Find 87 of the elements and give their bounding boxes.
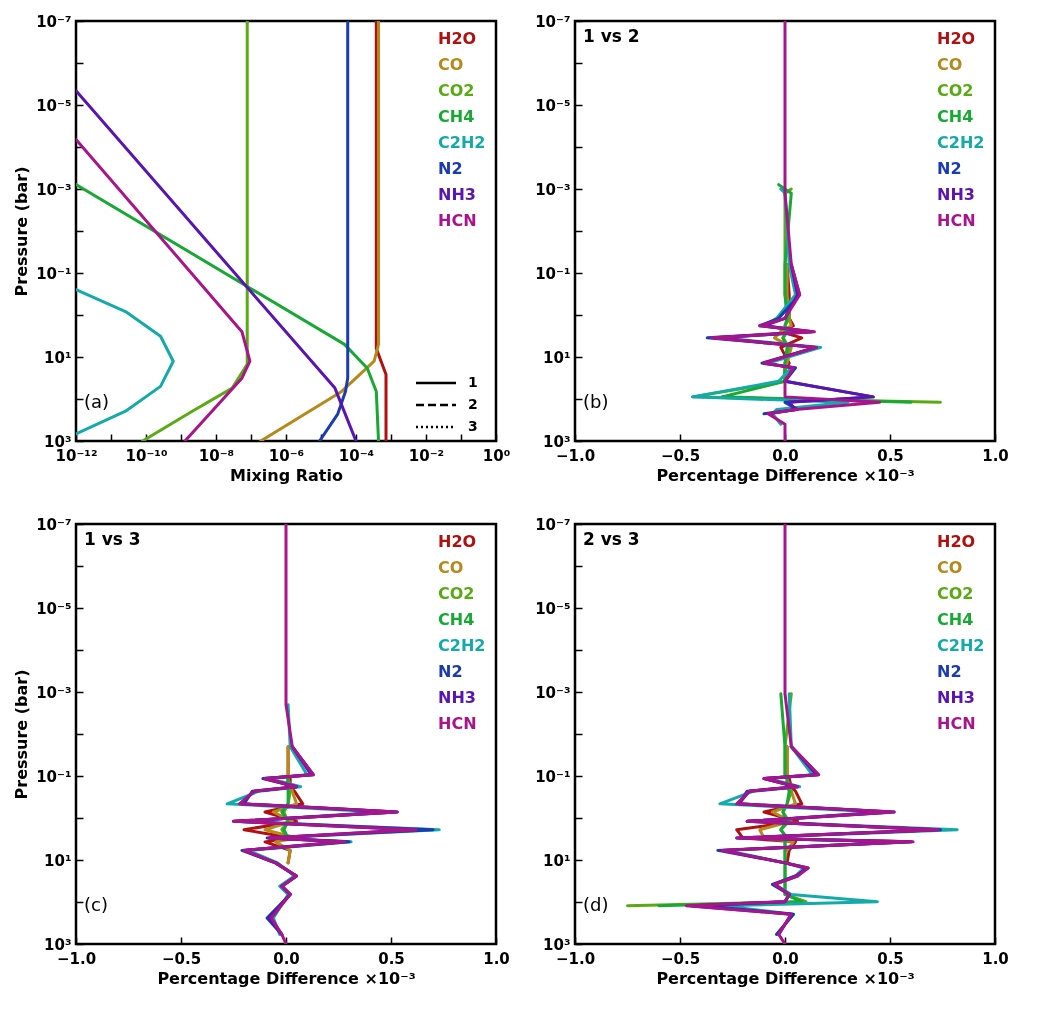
y-tick-label: 10⁻⁵ — [535, 599, 571, 618]
y-axis-title: Pressure (bar) — [12, 166, 32, 297]
text: NH3 — [937, 185, 975, 204]
text: C2H2 — [937, 133, 985, 152]
x-tick-label: 1.0 — [982, 949, 1009, 968]
x-axis-title: Mixing Ratio — [230, 465, 343, 485]
text: CH4 — [438, 610, 475, 629]
annotation: 1 vs 2 — [583, 26, 640, 46]
legend-label: 2 — [468, 396, 478, 412]
y-tick-label: 10⁻³ — [535, 180, 571, 199]
y-tick-label: 10⁻⁵ — [36, 96, 72, 115]
y-tick-label: 10⁻³ — [36, 683, 72, 702]
x-tick-label: 0.5 — [378, 949, 405, 968]
text: C2H2 — [438, 133, 486, 152]
annotation: 1 vs 3 — [84, 529, 141, 549]
text: NH3 — [937, 688, 975, 707]
text: H2O — [438, 532, 477, 551]
legend-label: 1 — [468, 374, 478, 390]
y-tick-label: 10⁻⁷ — [535, 12, 571, 31]
legend-label: 3 — [468, 418, 478, 434]
text: NH3 — [438, 688, 476, 707]
x-tick-label: 1.0 — [982, 446, 1009, 465]
y-axis-title: Pressure (bar) — [12, 669, 32, 800]
y-tick-label: 10¹ — [543, 851, 571, 870]
y-tick-label: 10⁻¹ — [535, 767, 571, 786]
x-tick-label: 10⁰ — [482, 446, 511, 465]
text: CO — [438, 55, 464, 74]
y-tick-label: 10⁻¹ — [36, 264, 72, 283]
x-tick-label: 10⁻¹² — [55, 446, 98, 465]
x-tick-label: −0.5 — [660, 949, 701, 968]
y-tick-label: 10⁻³ — [535, 683, 571, 702]
x-tick-label: 0.5 — [877, 446, 904, 465]
y-tick-label: 10¹ — [543, 348, 571, 367]
x-tick-label: 10⁻⁸ — [198, 446, 235, 465]
text: H2O — [438, 29, 477, 48]
text: HCN — [937, 211, 976, 230]
text: CO2 — [438, 81, 475, 100]
x-tick-label: 10⁻⁴ — [338, 446, 375, 465]
y-tick-label: 10⁻⁷ — [36, 515, 72, 534]
text: CO2 — [438, 584, 475, 603]
x-axis-title: Percentage Difference ×10⁻³ — [656, 465, 915, 485]
text: HCN — [937, 714, 976, 733]
y-tick-label: 10⁻⁷ — [36, 12, 72, 31]
text: CH4 — [438, 107, 475, 126]
text: N2 — [438, 662, 463, 681]
y-tick-label: 10⁻⁵ — [535, 96, 571, 115]
text: HCN — [438, 211, 477, 230]
text: CH4 — [937, 107, 974, 126]
y-tick-label: 10⁻¹ — [535, 264, 571, 283]
y-tick-label: 10⁻¹ — [36, 767, 72, 786]
text: C2H2 — [937, 636, 985, 655]
x-tick-label: 10⁻² — [408, 446, 445, 465]
x-tick-label: 0.0 — [273, 949, 300, 968]
x-tick-label: 0.0 — [772, 949, 799, 968]
annotation: (a) — [84, 391, 110, 412]
text: CO2 — [937, 584, 974, 603]
y-tick-label: 10⁻⁵ — [36, 599, 72, 618]
text: H2O — [937, 532, 976, 551]
text: N2 — [937, 662, 962, 681]
x-tick-label: −0.5 — [161, 949, 202, 968]
text: CO — [937, 55, 963, 74]
y-tick-label: 10¹ — [44, 348, 72, 367]
annotation: (c) — [84, 894, 108, 915]
x-axis-title: Percentage Difference ×10⁻³ — [157, 968, 416, 988]
y-tick-label: 10⁻⁷ — [535, 515, 571, 534]
annotation: (b) — [583, 391, 609, 412]
text: N2 — [438, 159, 463, 178]
y-tick-label: 10¹ — [44, 851, 72, 870]
text: H2O — [937, 29, 976, 48]
text: HCN — [438, 714, 477, 733]
text: C2H2 — [438, 636, 486, 655]
annotation: 2 vs 3 — [583, 529, 640, 549]
text: N2 — [937, 159, 962, 178]
text: NH3 — [438, 185, 476, 204]
text: CO — [438, 558, 464, 577]
x-tick-label: 0.5 — [877, 949, 904, 968]
x-tick-label: 0.0 — [772, 446, 799, 465]
y-tick-label: 10⁻³ — [36, 180, 72, 199]
annotation: (d) — [583, 894, 609, 915]
text: CO2 — [937, 81, 974, 100]
text: CO — [937, 558, 963, 577]
x-tick-label: 10⁻⁶ — [268, 446, 305, 465]
x-tick-label: 1.0 — [483, 949, 510, 968]
text: CH4 — [937, 610, 974, 629]
x-tick-label: 10⁻¹⁰ — [125, 446, 168, 465]
x-axis-title: Percentage Difference ×10⁻³ — [656, 968, 915, 988]
x-tick-label: −0.5 — [660, 446, 701, 465]
